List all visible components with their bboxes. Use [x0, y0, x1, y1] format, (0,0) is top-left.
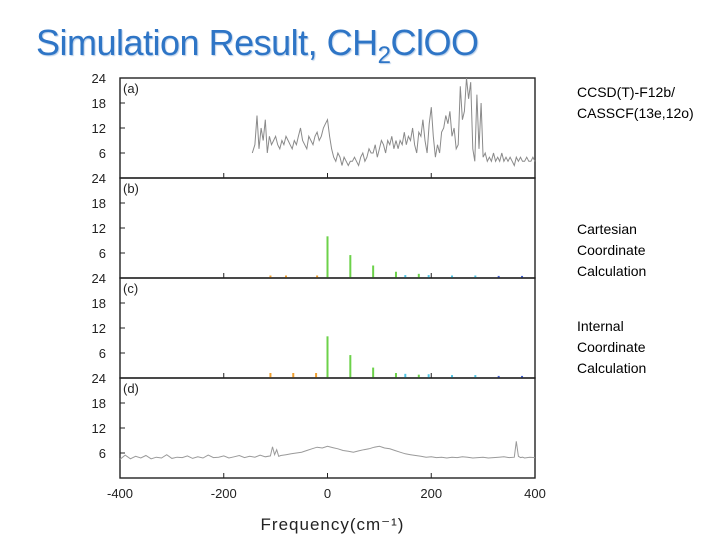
y-tick-label-3-6: 6 [99, 446, 106, 461]
y-tick-label-0-18: 18 [92, 96, 106, 111]
x-tick-label--200: -200 [211, 486, 237, 501]
y-tick-label-1-12: 12 [92, 221, 106, 236]
y-tick-label-0-12: 12 [92, 121, 106, 136]
y-tick-label-2-18: 18 [92, 296, 106, 311]
x-tick-label--400: -400 [107, 486, 133, 501]
y-tick-label-2-24: 24 [92, 271, 106, 286]
x-tick-label-0: 0 [324, 486, 331, 501]
note-panel-c: Internal Coordinate Calculation [577, 316, 646, 379]
panel-label-2: (c) [123, 281, 138, 296]
y-tick-label-3-18: 18 [92, 396, 106, 411]
note-b-line-1: Cartesian [577, 221, 637, 237]
note-c-line-3: Calculation [577, 360, 647, 376]
panel-label-0: (a) [123, 81, 139, 96]
note-b-line-2: Coordinate [577, 242, 646, 258]
y-tick-label-1-24: 24 [92, 171, 106, 186]
panel-frame-3 [119, 377, 536, 479]
y-tick-label-3-12: 12 [92, 421, 106, 436]
y-tick-label-1-18: 18 [92, 196, 106, 211]
note-panel-a: CCSD(T)-F12b/ CASSCF(13e,12o) [577, 82, 694, 124]
panel-label-1: (b) [123, 181, 139, 196]
slide-title: Simulation Result, CH2ClOO [36, 22, 479, 69]
panel-label-3: (d) [123, 381, 139, 396]
note-a-line-1: CCSD(T)-F12b/ [577, 84, 676, 100]
y-tick-label-2-6: 6 [99, 346, 106, 361]
slide-title-main: Simulation Result, CH [36, 22, 378, 63]
panel-frame-0 [119, 77, 536, 179]
note-b-line-3: Calculation [577, 263, 647, 279]
y-tick-label-1-6: 6 [99, 246, 106, 261]
y-tick-label-0-24: 24 [92, 71, 106, 86]
note-a-line-2: CASSCF(13e,12o) [577, 105, 694, 121]
slide-title-tail: ClOO [390, 22, 479, 63]
note-c-line-1: Internal [577, 318, 624, 334]
x-tick-label-400: 400 [524, 486, 546, 501]
y-tick-label-0-6: 6 [99, 146, 106, 161]
trace-line-0 [251, 77, 536, 167]
note-c-line-2: Coordinate [577, 339, 646, 355]
note-panel-b: Cartesian Coordinate Calculation [577, 219, 646, 282]
slide-title-subscript: 2 [377, 42, 391, 69]
trace-line-3 [119, 441, 536, 460]
x-tick-label-200: 200 [420, 486, 442, 501]
x-axis-label: Frequency(cm⁻¹) [261, 515, 405, 534]
y-tick-label-2-12: 12 [92, 321, 106, 336]
y-tick-label-3-24: 24 [92, 371, 106, 386]
